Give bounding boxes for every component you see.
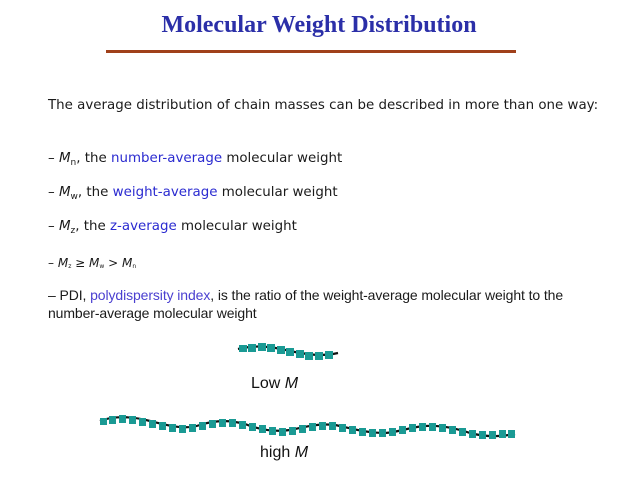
pdi-text: – PDI, polydispersity index, is the rati…: [48, 287, 564, 321]
highlight-weight-average: weight-average: [112, 185, 218, 200]
title-underline: [106, 50, 516, 53]
inequality-line: – Mz ≥ Mw > Mn: [48, 256, 137, 270]
intro-text: The average distribution of chain masses…: [48, 98, 599, 113]
high-m-chain: [99, 415, 516, 439]
highlight-z-average: z-average: [110, 219, 177, 234]
slide-title: Molecular Weight Distribution: [161, 12, 477, 38]
bullet-mz: – Mz, the z-average molecular weight: [48, 219, 297, 236]
highlight-polydispersity-index: polydispersity index: [90, 287, 211, 303]
low-m-label: Low M: [251, 375, 299, 392]
high-m-label: high M: [260, 444, 309, 461]
bullet-mn: – Mn, the number-average molecular weigh…: [48, 151, 343, 168]
bullet-mw: – Mw, the weight-average molecular weigh…: [48, 185, 338, 202]
low-m-chain: [237, 343, 339, 360]
highlight-number-average: number-average: [111, 151, 223, 166]
